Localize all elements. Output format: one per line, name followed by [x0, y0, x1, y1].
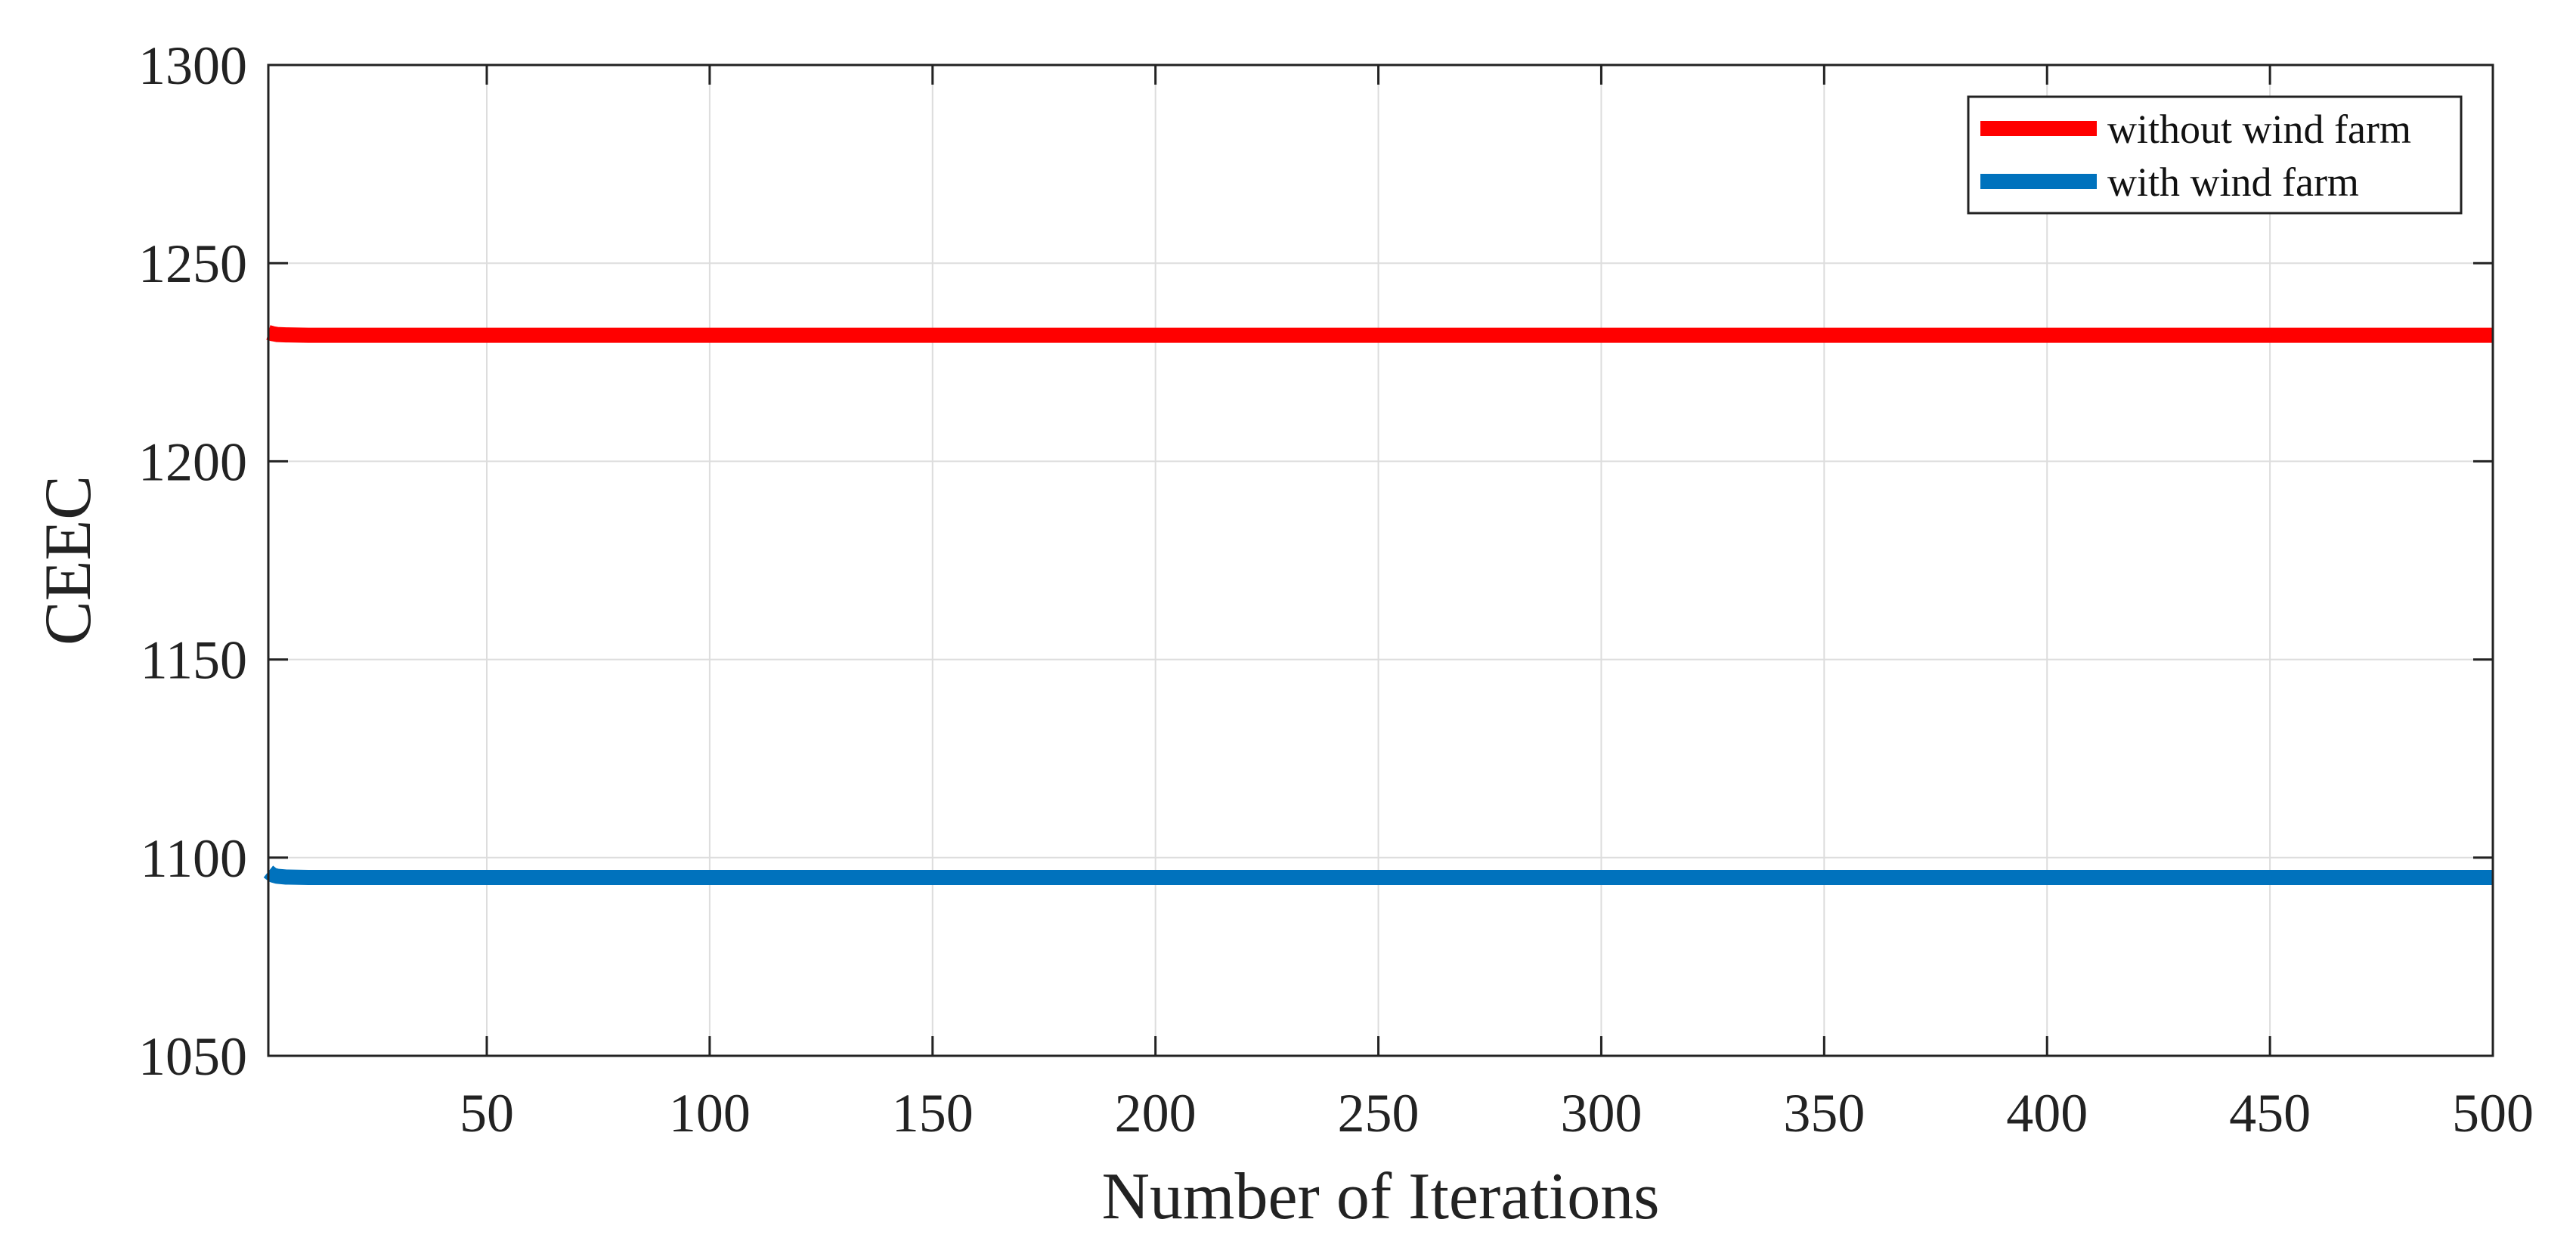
x-tick-label: 250 [1338, 1083, 1420, 1143]
x-tick-label: 200 [1115, 1083, 1197, 1143]
series-line-with-wind-farm [263, 865, 2493, 886]
x-tick-label: 450 [2229, 1083, 2311, 1143]
y-tick-label: 1250 [138, 234, 247, 294]
series-line-without-wind-farm [265, 325, 2493, 343]
x-axis-tick-labels: 50 100 150 200 250 300 350 400 450 500 [460, 1083, 2534, 1143]
y-axis-tick-labels: 1050 1100 1150 1200 1250 1300 [138, 36, 247, 1087]
y-tick-label: 1300 [138, 36, 247, 96]
x-tick-label: 300 [1560, 1083, 1642, 1143]
y-axis-title: CEEC [32, 475, 105, 645]
x-tick-label: 500 [2452, 1083, 2534, 1143]
x-tick-label: 350 [1783, 1083, 1865, 1143]
y-tick-label: 1100 [141, 828, 247, 889]
plot-area-frame [267, 63, 2494, 1057]
legend-label-without-wind-farm: without wind farm [2107, 107, 2411, 152]
x-tick-label: 150 [892, 1083, 974, 1143]
x-tick-label: 50 [460, 1083, 514, 1143]
axis-ticks [268, 63, 2494, 1057]
x-axis-title: Number of Iterations [1102, 1160, 1660, 1233]
y-tick-label: 1150 [141, 630, 247, 691]
y-tick-label: 1050 [138, 1026, 247, 1087]
y-tick-label: 1200 [138, 432, 247, 492]
legend-label-with-wind-farm: with wind farm [2107, 159, 2359, 205]
x-tick-label: 400 [2006, 1083, 2088, 1143]
x-tick-label: 100 [669, 1083, 751, 1143]
legend: without wind farm with wind farm [1967, 95, 2463, 215]
series-lines [263, 325, 2493, 886]
legend-box [1967, 95, 2463, 215]
